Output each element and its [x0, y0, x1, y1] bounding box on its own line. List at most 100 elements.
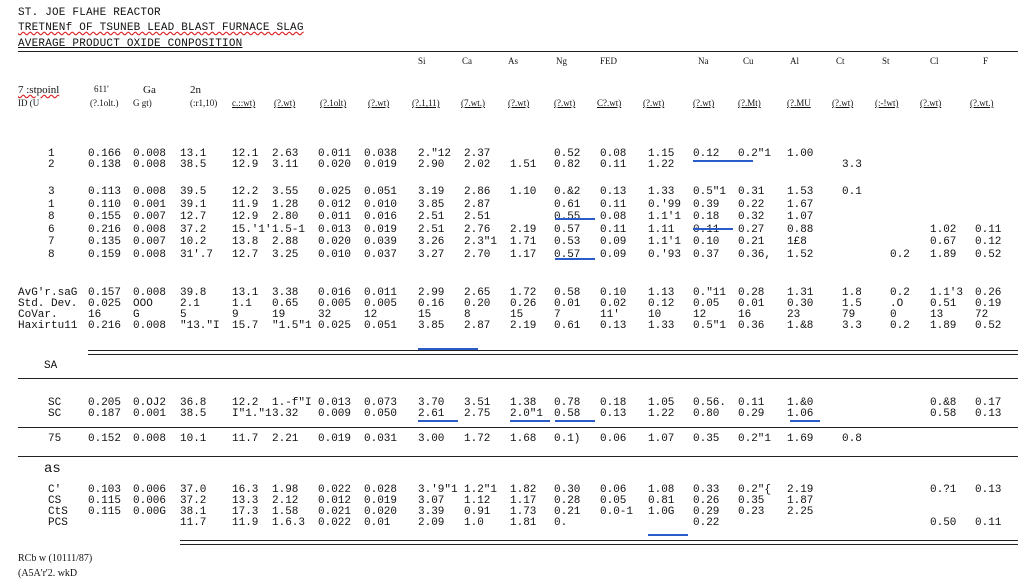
unit-header-17: (?.wt) [832, 98, 854, 108]
stat-row-cell: "1.5"1 [272, 320, 312, 332]
run-row-cell: 0.166 [88, 148, 122, 160]
as-row-cell: 17.3 [232, 506, 259, 518]
sc-row-cell: 0.073 [364, 397, 398, 409]
run-row-b-cell: 1.67 [787, 198, 814, 211]
as-rule [18, 456, 1018, 457]
as-row-cell: 0.21 [554, 506, 581, 518]
as-row-cell: 1.58 [272, 506, 299, 518]
header-611: 611' [94, 84, 109, 94]
stat-row-cell: 0 [890, 309, 897, 321]
sc-row-cell: 0.11 [738, 397, 765, 409]
run-row-b-cell: 1.53 [787, 186, 814, 198]
as-row-cell: 0.?1 [930, 484, 957, 496]
stat-row-cell: 3.85 [418, 320, 445, 332]
run-row-b-cell: 3.27 [418, 248, 445, 261]
stat-row-cell: 0.12 [648, 298, 675, 310]
stat-row-cell: 0.10 [600, 287, 627, 299]
stat-row-cell: 1.33 [648, 320, 675, 332]
sc-row-cell: 1.38 [510, 397, 537, 409]
stat-row-cell: 0.13 [600, 320, 627, 332]
run-row-cell: 0.138 [88, 159, 122, 171]
run-row-cell: 13.1 [180, 148, 207, 160]
run-row-b-cell: 0.1 [842, 186, 862, 198]
run-row-b-cell: 3.85 [418, 198, 445, 211]
run-row-b-cell: 0.039 [364, 236, 398, 248]
unit-header-19: (?.wt) [920, 98, 942, 108]
sc-row-cell: 0.050 [364, 408, 398, 420]
as-row-cell: 1.87 [787, 495, 814, 507]
run-row-cell: 1.51 [510, 159, 537, 171]
run-row-cell: 0.82 [554, 159, 581, 171]
unit-header-9: (7.wt.) [461, 98, 485, 108]
stat-row-cell: 0.26 [975, 287, 1002, 299]
run-row-b-cell: 3.25 [272, 248, 299, 261]
run-row-b-cell: 0.155 [88, 211, 122, 223]
sc-row-cell: 0.58 [930, 408, 957, 420]
run-row-b-cell: 0.37 [693, 248, 720, 261]
stat-row-cell: 0.016 [318, 287, 352, 299]
stat-row-cell: 15 [418, 309, 432, 321]
sc-row-cell: 3.32 [272, 408, 299, 420]
sc-row-b-cell: 11.7 [232, 433, 259, 445]
run-row-b-cell: 0.'93 [648, 248, 682, 261]
unit-header-8: (?.1,11) [412, 98, 440, 108]
run-row-b-cell: 0.007 [133, 211, 167, 223]
stat-row-cell: 0.02 [600, 298, 627, 310]
run-row-cell: 0.08 [600, 148, 627, 160]
sc-rule [18, 427, 1018, 428]
blue-underline-mark [418, 420, 458, 422]
sa-rule [18, 378, 1018, 379]
as-row-cell: 1.12 [464, 495, 491, 507]
run-row-cell: 0.52 [554, 148, 581, 160]
run-row-b-cell: 0.53 [554, 236, 581, 248]
as-row-cell: 2.19 [787, 484, 814, 496]
run-row-b-cell: 0.57 [554, 223, 581, 236]
stat-row-id-3: Haxirtu11 [18, 320, 78, 332]
stat-row-cell: 19 [272, 309, 286, 321]
stat-row-cell: 12 [364, 309, 378, 321]
stat-row-cell: 12 [693, 309, 707, 321]
run-row-b-cell: 39.5 [180, 186, 207, 198]
stat-row-cell: 0.011 [364, 287, 398, 299]
element-header-10: Cl [930, 56, 939, 66]
stat-row-cell: 13.1 [232, 287, 259, 299]
stat-row-cell: 2.19 [510, 320, 537, 332]
run-row-b-cell: 0.110 [88, 198, 122, 211]
element-header-4: FED [600, 56, 618, 66]
stat-row-cell: 79 [842, 309, 856, 321]
stat-row-cell: 0.26 [510, 298, 537, 310]
stat-row-cell: 2.99 [418, 287, 445, 299]
run-row-b-cell: 2.88 [272, 236, 299, 248]
sc-row-b-cell: 0.008 [133, 433, 167, 445]
sc-row-b-cell: 0.2"1 [738, 433, 772, 445]
run-row-b-cell: 0.12 [975, 236, 1002, 248]
run-row-b-cell: 37.2 [180, 223, 207, 236]
run-row-cell: 12.1 [232, 148, 259, 160]
sc-row-b-cell: 10.1 [180, 433, 207, 445]
run-row-b-cell: 1.71 [510, 236, 537, 248]
stat-row-cell: 0.005 [318, 298, 352, 310]
stat-row-cell: 0.008 [133, 320, 167, 332]
as-row-cell: 0.28 [554, 495, 581, 507]
sc-row-cell: 1.-f"I [272, 397, 312, 409]
as-row-cell: 11.9 [232, 517, 259, 529]
blue-underline-mark [510, 420, 550, 422]
as-row-id-3: PCS [48, 517, 68, 529]
as-row-cell: 0.020 [364, 506, 398, 518]
as-row-cell: 1.2"1 [464, 484, 498, 496]
as-row-cell: 0.103 [88, 484, 122, 496]
stat-row-cell: 1.13 [648, 287, 675, 299]
report-title-line1: ST. JOE FLAHE REACTOR [18, 7, 161, 19]
unit-header-10: (?.wt) [508, 98, 530, 108]
run-row-cell: 1.15 [648, 148, 675, 160]
run-row-cell: 0.038 [364, 148, 398, 160]
as-row-cell: 38.1 [180, 506, 207, 518]
footer-line1: RCb w (10111/87) [18, 553, 93, 564]
blue-underline-mark [555, 258, 595, 260]
sc-row-cell: 2.0"1 [510, 408, 544, 420]
as-row-cell: 1.98 [272, 484, 299, 496]
unit-header-14: (?.wt) [693, 98, 715, 108]
header-2n: 2n [190, 84, 201, 96]
sc-row-cell: 36.8 [180, 397, 207, 409]
sc-row-b-id-0: 75 [48, 433, 62, 445]
